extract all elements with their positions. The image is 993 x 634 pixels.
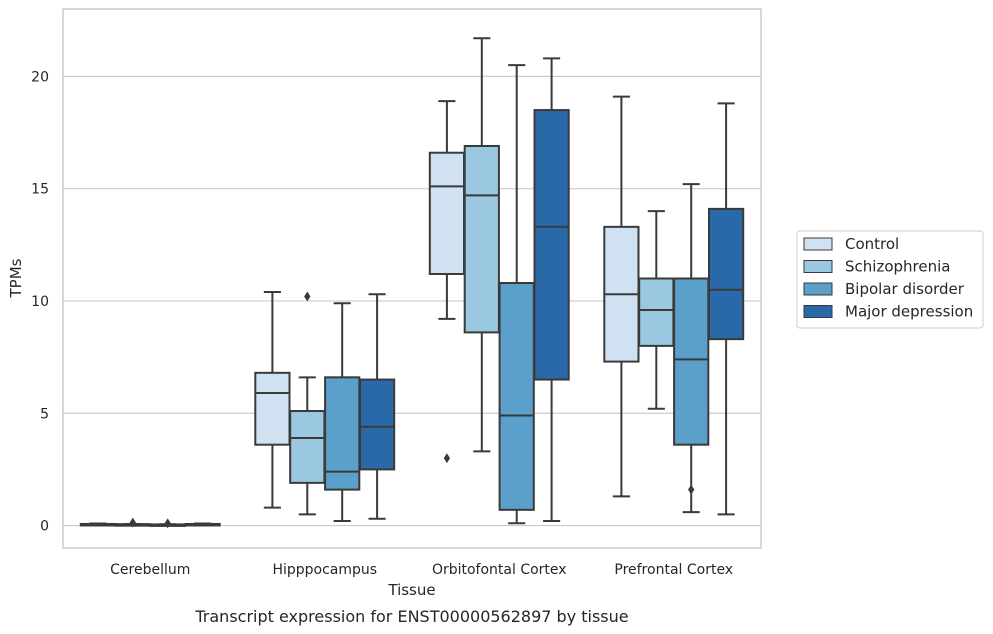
box-0-3 [184, 522, 221, 527]
y-tick-label: 5 [40, 406, 49, 422]
legend-swatch [803, 260, 833, 273]
box-3-1 [638, 210, 675, 410]
plot-frame [62, 8, 762, 549]
box-0-2 [149, 518, 186, 529]
box-2-0 [428, 100, 466, 464]
x-tick-label: Hipppocampus [272, 562, 377, 578]
x-tick-label: Cerebellum [110, 562, 190, 578]
legend-swatch [803, 237, 833, 251]
box-iqr [673, 277, 710, 446]
legend-label: Schizophrenia [845, 258, 950, 276]
box-iqr [463, 144, 500, 334]
box-3-3 [707, 102, 745, 516]
box-iqr [358, 378, 396, 471]
x-tick-label: Prefrontal Cortex [614, 562, 733, 578]
legend-label: Control [845, 235, 899, 253]
box-iqr [533, 109, 570, 381]
chart-title: Transcript expression for ENST0000056289… [194, 607, 628, 626]
box-iqr [289, 410, 326, 484]
box-2-3 [533, 57, 570, 523]
box-1-0 [254, 290, 291, 509]
box-1-1 [289, 291, 326, 516]
y-tick-label: 15 [31, 182, 49, 198]
y-tick-label: 0 [40, 519, 49, 535]
outlier-point [304, 291, 311, 302]
box-iqr [498, 281, 535, 511]
y-axis-ticks: 0 5 10 15 20 [31, 69, 49, 534]
x-axis-ticks: Cerebellum Hipppocampus Orbitofontal Corte… [110, 562, 733, 578]
box-iqr [324, 376, 361, 491]
box-iqr [428, 151, 466, 276]
outlier-point [443, 453, 451, 464]
box-0-0 [79, 522, 117, 527]
legend-swatch [803, 282, 833, 296]
legend-frame [796, 230, 984, 329]
y-axis-label: TPMs [7, 258, 25, 298]
box-0-1 [114, 517, 151, 528]
legend-swatch [803, 305, 833, 318]
box-2-2 [498, 64, 535, 525]
y-tick-label: 20 [31, 69, 49, 85]
legend: Control Schizophrenia Bipolar disorder Majo… [796, 230, 984, 329]
x-axis-label: Tissue [387, 581, 435, 599]
x-tick-label: Orbitofontal Cortex [432, 562, 567, 578]
box-iqr [707, 207, 745, 341]
box-2-1 [463, 37, 500, 453]
plot-area [79, 37, 745, 529]
box-3-0 [603, 95, 640, 498]
box-1-2 [324, 302, 361, 523]
box-iqr [254, 371, 291, 446]
box-1-3 [358, 293, 396, 520]
legend-label: Bipolar disorder [845, 280, 965, 298]
box-iqr [638, 277, 675, 347]
outlier-point [129, 517, 136, 528]
y-tick-label: 10 [31, 294, 49, 310]
grid-lines [63, 75, 761, 527]
box-3-2 [673, 183, 710, 514]
legend-label: Major depression [845, 303, 973, 321]
outlier-point [688, 484, 695, 495]
outlier-point [164, 518, 171, 529]
